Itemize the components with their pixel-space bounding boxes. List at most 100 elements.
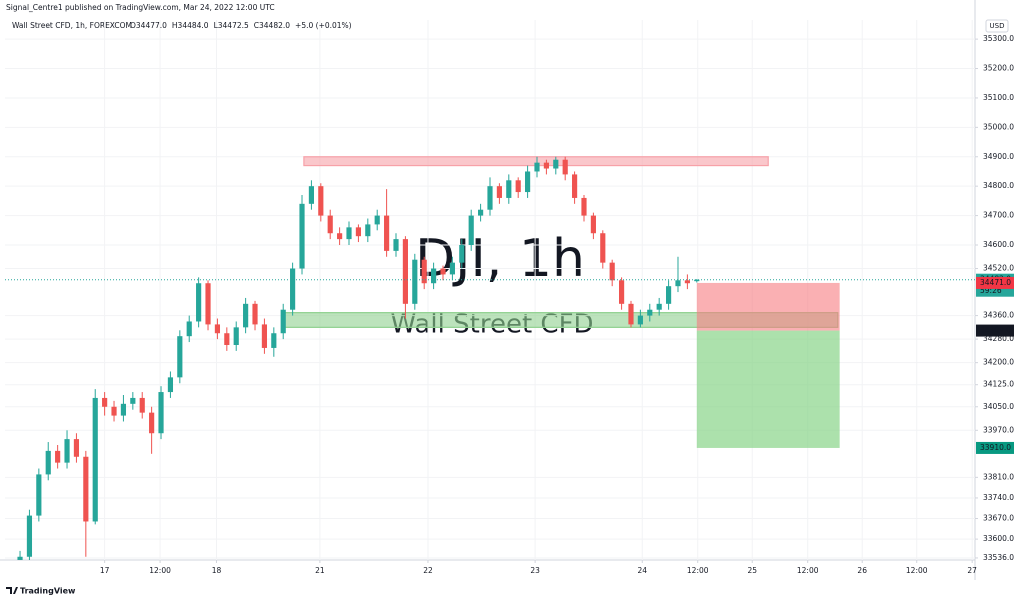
ohlc-label: C34482.0: [254, 21, 290, 30]
price-label: 34309.0: [980, 326, 1011, 335]
candle-body: [205, 283, 211, 325]
y-tick-label: 35100.0: [983, 93, 1014, 102]
candle-body: [600, 233, 606, 263]
currency-box: [985, 19, 1009, 33]
x-tick-label: 24: [637, 566, 647, 575]
y-tick-label: 34600.0: [983, 240, 1014, 249]
logo: [6, 587, 18, 594]
candle-body: [177, 336, 183, 378]
price-label: 34471.0: [980, 278, 1011, 287]
candle-body: [130, 397, 136, 404]
candle-body: [318, 186, 324, 216]
x-tick-label: 27: [967, 566, 977, 575]
x-tick-label: 17: [100, 566, 110, 575]
candle-body: [224, 333, 230, 345]
candle-body: [534, 162, 540, 172]
candle-body: [120, 403, 127, 416]
candle-body: [496, 186, 502, 198]
candle-body: [196, 283, 202, 322]
candle-body: [684, 280, 690, 284]
price-label-box: [976, 324, 1014, 337]
y-tick-label: 34800.0: [983, 181, 1014, 190]
y-tick-label: 34900.0: [983, 152, 1014, 161]
candle-body: [55, 450, 61, 463]
candle-body: [308, 186, 314, 204]
candle-body: [694, 279, 700, 282]
candle-body: [590, 215, 596, 234]
candle-body: [17, 556, 23, 560]
x-tick-label: 12:00: [797, 566, 819, 575]
candle-body: [647, 309, 653, 316]
candle-body: [102, 397, 108, 407]
candle-body: [628, 303, 634, 325]
candle-body: [252, 303, 258, 325]
candle-body: [384, 215, 390, 251]
candle-body: [440, 268, 446, 275]
symbol: Wall Street CFD, 1h, FOREXCOM: [12, 21, 132, 30]
candle-body: [233, 327, 239, 345]
y-tick-label: 34360.0: [983, 311, 1014, 320]
candle-body: [36, 474, 42, 516]
x-tick-label: 23: [530, 566, 540, 575]
x-tick-label: 12:00: [149, 566, 171, 575]
candle-body: [506, 180, 512, 198]
target-area: [696, 330, 840, 448]
y-tick-label: 35200.0: [983, 64, 1014, 73]
countdown: 59:26: [980, 286, 1002, 295]
x-tick-label: 18: [212, 566, 222, 575]
candle-body: [459, 245, 465, 263]
candle-body: [243, 303, 249, 328]
published: Signal_Centre1 published on TradingView.…: [6, 3, 275, 12]
candle-body: [675, 280, 681, 287]
countdown-box: [976, 285, 1014, 297]
candle-body: [271, 333, 277, 348]
ohlc-label: +5.0 (+0.01%): [295, 21, 352, 30]
candle-body: [261, 324, 268, 348]
candle-body: [562, 159, 568, 175]
candle-body: [487, 186, 493, 210]
plot: DJI, 1hWall Street CFD: [5, 20, 975, 560]
ohlc-label: O34477.0: [130, 21, 167, 30]
x-tick-label: 21: [315, 566, 325, 575]
candle-body: [92, 397, 98, 522]
x-tick-label: 12:00: [687, 566, 709, 575]
y-tick-label: 35300.0: [983, 34, 1014, 43]
candle-body: [139, 397, 145, 413]
candle-body: [656, 303, 662, 310]
candle-body: [412, 259, 418, 304]
candle-body: [468, 215, 474, 245]
candle-body: [609, 262, 615, 281]
x-tick-label: 25: [747, 566, 757, 575]
candle-body: [478, 209, 484, 216]
y-tick-label: 33600.0: [983, 534, 1014, 543]
stop-area: [696, 282, 840, 331]
candle-body: [280, 309, 286, 334]
currency: USD: [990, 22, 1005, 30]
candle-body: [421, 259, 427, 284]
ohlc-label: L34472.5: [214, 21, 249, 30]
y-tick-label: 34520.0: [983, 264, 1014, 273]
candle-body: [393, 239, 399, 251]
x-tick-label: 12:00: [906, 566, 928, 575]
y-tick-label: 33670.0: [983, 514, 1014, 523]
candle-body: [299, 203, 305, 269]
y-tick-label: 33970.0: [983, 425, 1014, 434]
candle-body: [149, 412, 155, 434]
candle-body: [572, 174, 578, 198]
y-tick-label: 33740.0: [983, 493, 1014, 502]
candle-body: [525, 171, 531, 193]
candle-body: [515, 180, 521, 193]
candle-body: [666, 286, 672, 304]
candle-body: [374, 215, 380, 225]
candle-body: [581, 197, 587, 216]
y-tick-label: 34280.0: [983, 334, 1014, 343]
candle-body: [637, 315, 643, 325]
candle-body: [431, 268, 437, 284]
candle-body: [186, 321, 192, 337]
y-tick-label: 33536.0: [983, 553, 1014, 562]
candle-body: [346, 227, 352, 240]
price-label: 33910.0: [980, 443, 1011, 452]
candle-body: [26, 515, 33, 557]
candle-body: [73, 439, 80, 457]
